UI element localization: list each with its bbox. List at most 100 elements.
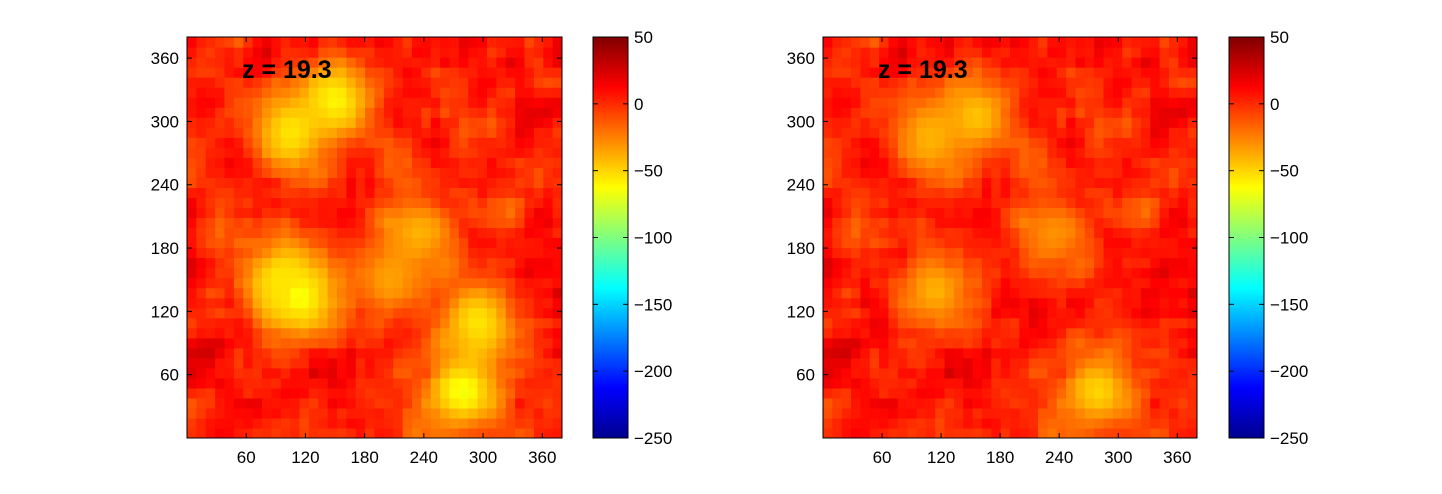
heatmap-cell [440,97,451,108]
heatmap-cell [224,117,235,128]
heatmap-cell [953,137,964,148]
heatmap-cell [205,297,216,309]
heatmap-cell [205,287,216,299]
heatmap-cell [823,217,833,229]
heatmap-cell [543,257,554,269]
heatmap-cell [299,177,310,188]
heatmap-cell [299,357,310,369]
heatmap-cell [299,427,310,438]
heatmap-cell [1028,57,1039,68]
heatmap-cell [841,297,852,309]
heatmap-cell [832,37,843,48]
heatmap-cell [543,177,554,188]
heatmap-cell [468,207,479,219]
heatmap-cell [449,267,460,279]
heatmap-cell [252,127,263,138]
heatmap-cell [888,167,899,178]
heatmap-cell [280,237,291,249]
heatmap-cell [823,257,833,269]
heatmap-cell [879,177,890,188]
heatmap-cell [1019,37,1030,48]
heatmap-cell [1122,297,1133,309]
heatmap-cell [224,177,235,188]
heatmap-cell [346,147,357,158]
heatmap-cell [299,197,310,209]
heatmap-cell [1150,67,1161,78]
heatmap-cell [1066,407,1077,419]
y-tick-label: 60 [796,366,815,385]
heatmap-cell [1103,97,1114,108]
heatmap-cell [346,377,357,389]
heatmap-cell [430,297,441,309]
heatmap-cell [365,127,376,138]
heatmap-cell [280,157,291,168]
heatmap-cell [1019,277,1030,289]
heatmap-cell [337,117,347,128]
heatmap-cell [524,217,535,229]
heatmap-cell [552,257,562,269]
heatmap-cell [308,277,319,289]
heatmap-cell [1019,367,1030,379]
heatmap-cell [1028,177,1039,188]
heatmap-cell [925,217,936,229]
heatmap-cell [337,297,347,309]
heatmap-cell [243,177,254,188]
heatmap-cell [374,327,385,339]
heatmap-cell [308,387,319,399]
heatmap-cell [308,157,319,168]
heatmap-cell [1047,357,1058,369]
heatmap-cell [1010,77,1020,88]
heatmap-cell [215,107,226,118]
heatmap-cell [187,267,197,279]
heatmap-cell [233,237,244,249]
heatmap-cell [224,247,235,259]
heatmap-cell [1150,37,1161,48]
heatmap-cell [308,177,319,188]
heatmap-cell [1038,87,1048,98]
heatmap-cell [224,357,235,369]
heatmap-cell [1178,227,1189,239]
heatmap-cell [215,57,226,68]
heatmap-cell [290,37,301,48]
heatmap-cell [1056,117,1067,128]
heatmap-cell [224,347,235,359]
heatmap-cell [299,237,310,249]
heatmap-cell [337,247,347,259]
heatmap-cell [897,347,908,359]
heatmap-cell [972,307,983,319]
heatmap-cell [458,197,469,209]
heatmap-cell [430,257,441,269]
heatmap-cell [1122,47,1133,58]
heatmap-cell [524,207,535,219]
heatmap-cell [524,67,535,78]
heatmap-cell [421,367,432,379]
heatmap-cell [365,357,376,369]
heatmap-cell [935,247,946,259]
heatmap-cell [879,337,890,349]
heatmap-cell [1056,57,1067,68]
heatmap-cell [355,227,366,239]
heatmap-cell [1056,267,1067,279]
heatmap-cell [1010,277,1020,289]
heatmap-cell [879,97,890,108]
heatmap-cell [1028,217,1039,229]
heatmap-cell [1010,347,1020,359]
heatmap-cell [1019,427,1030,438]
heatmap-cell [972,417,983,429]
heatmap-cell [1112,197,1123,209]
heatmap-cell [515,167,526,178]
heatmap-cell [552,77,562,88]
heatmap-cell [823,167,833,178]
heatmap-cell [496,97,507,108]
heatmap-cell [187,287,197,299]
heatmap-cell [907,377,918,389]
heatmap-cell [468,237,479,249]
heatmap-cell [524,277,535,289]
heatmap-cell [365,387,376,399]
heatmap-cell [262,157,272,168]
heatmap-cell [402,37,413,48]
heatmap-cell [925,337,936,349]
heatmap-cell [449,147,460,158]
heatmap-cell [243,307,254,319]
heatmap-cell [505,157,516,168]
